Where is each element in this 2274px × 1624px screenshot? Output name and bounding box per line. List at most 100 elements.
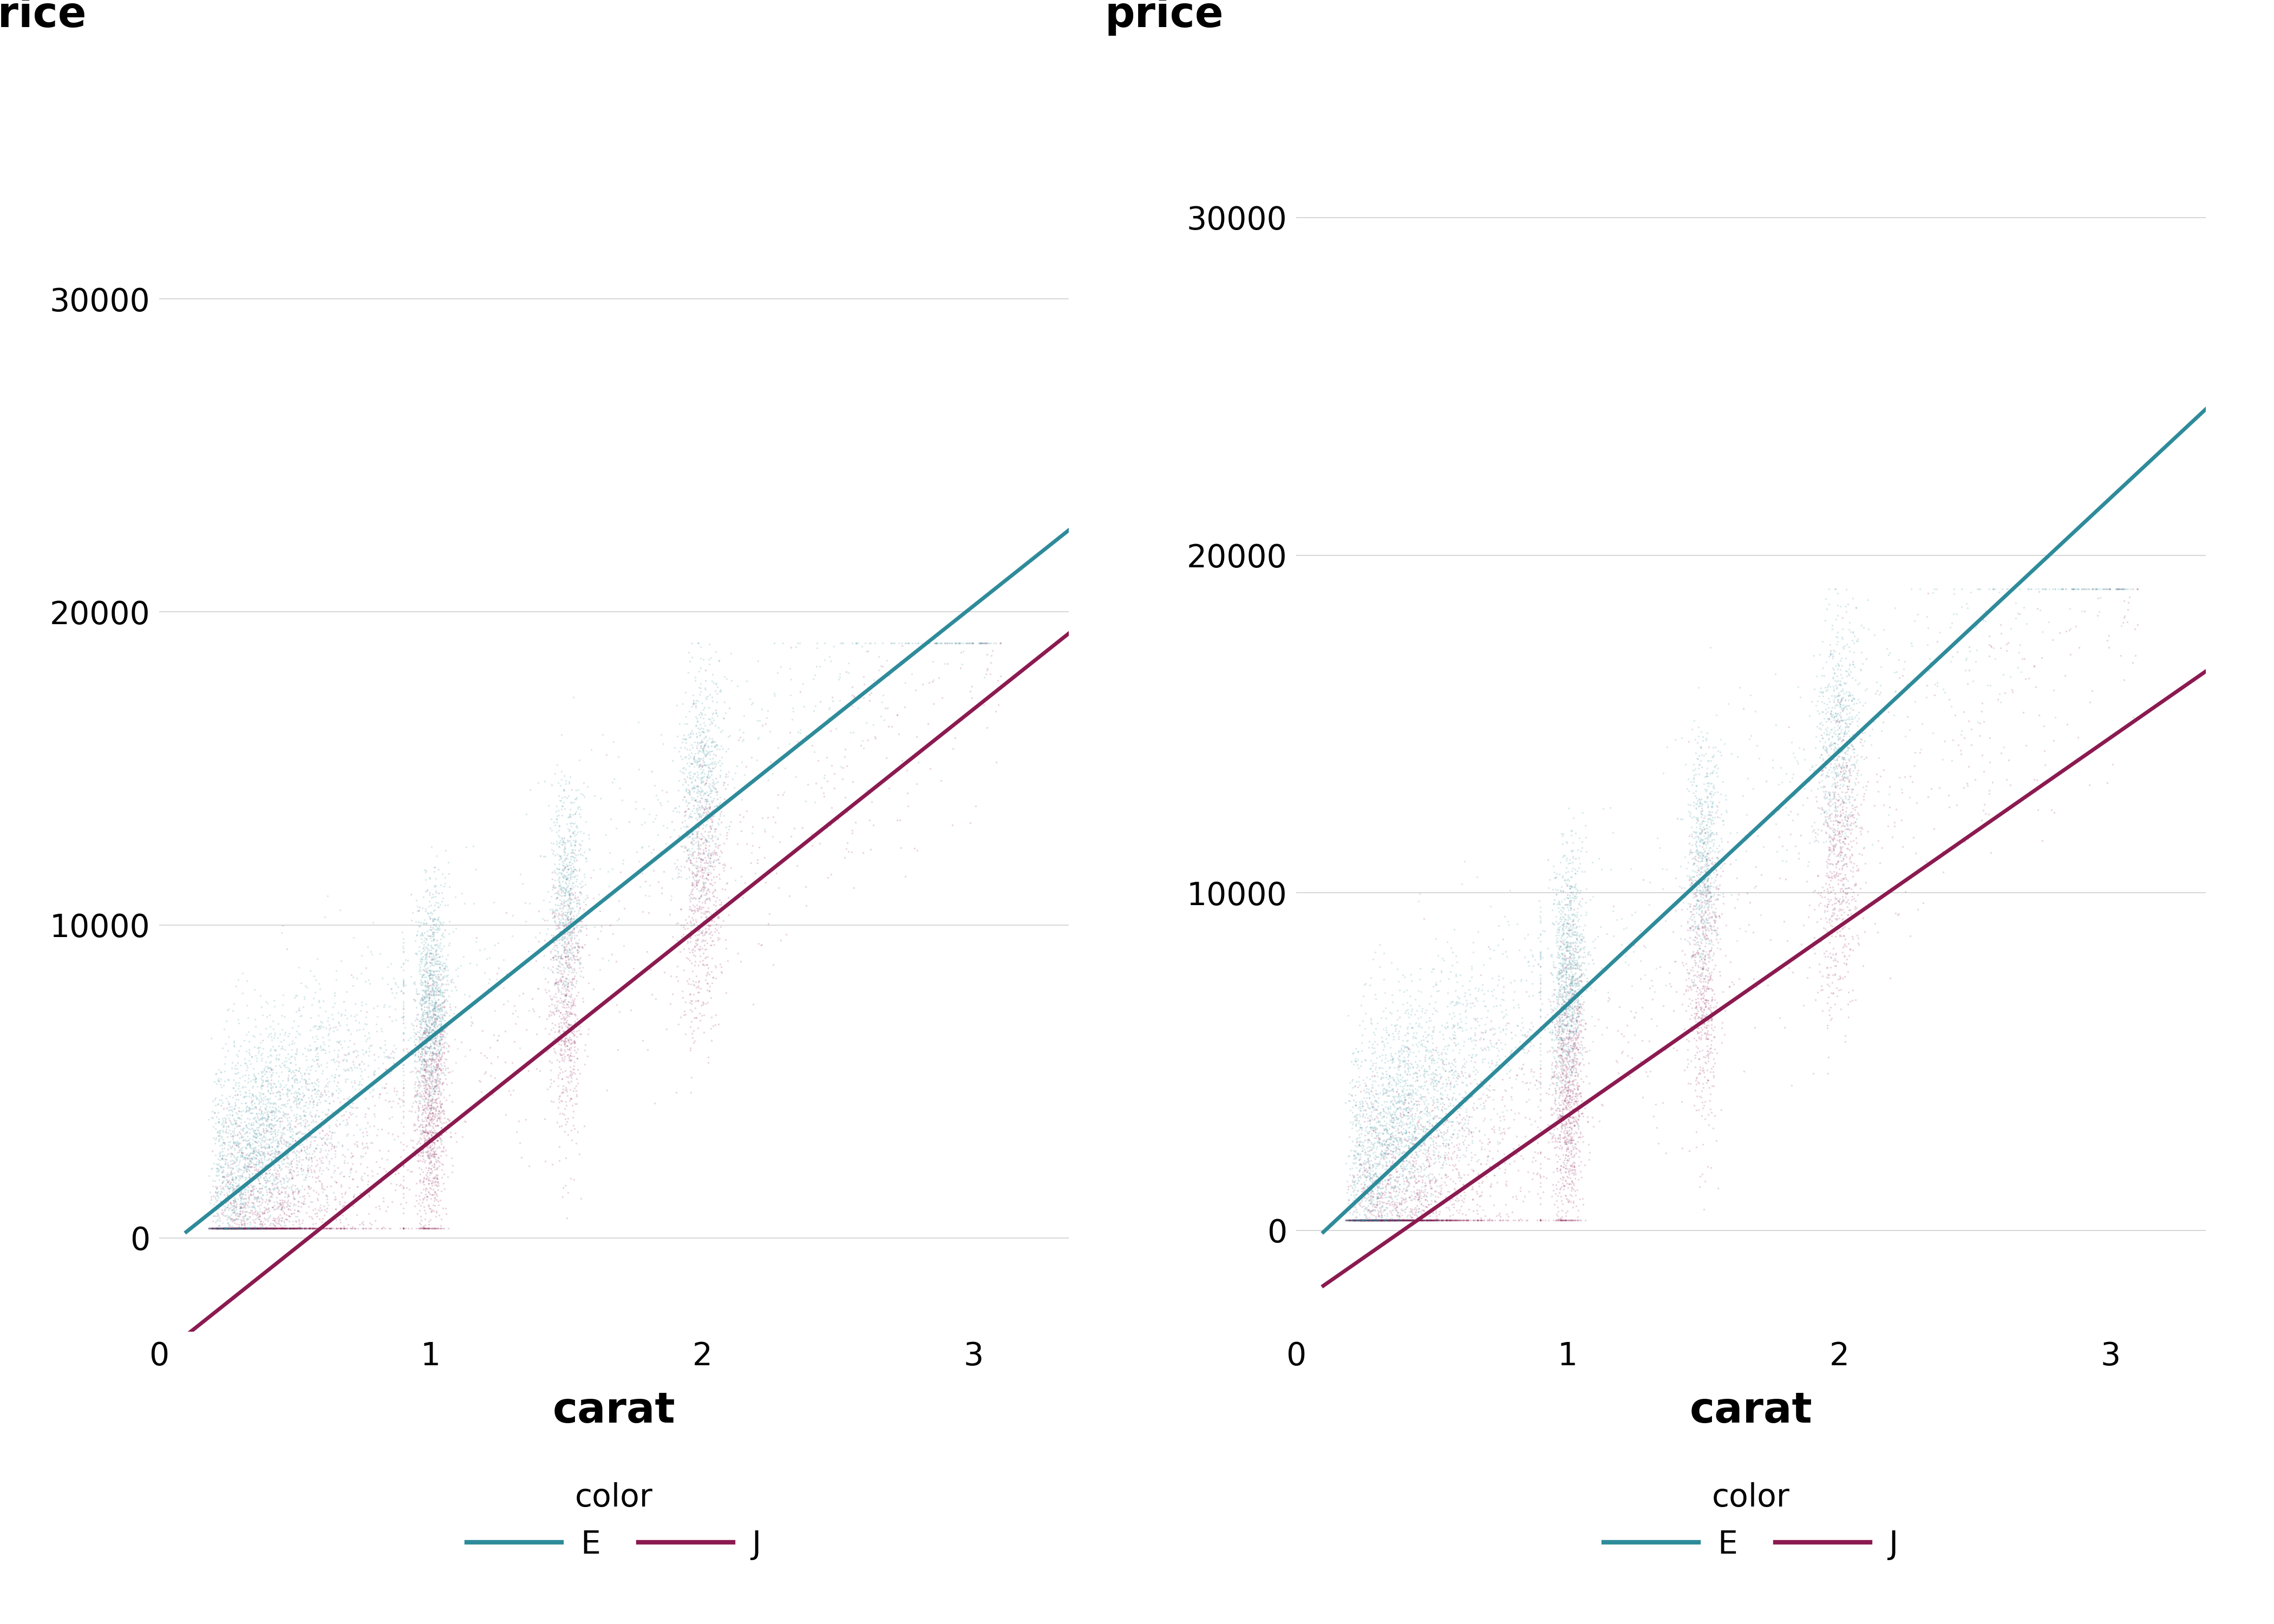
- Point: [687, 827, 723, 853]
- Point: [1337, 1207, 1373, 1233]
- Point: [1553, 1168, 1590, 1194]
- Point: [218, 1215, 255, 1241]
- Point: [1560, 1060, 1596, 1086]
- Point: [257, 1166, 293, 1192]
- Point: [700, 926, 737, 952]
- Point: [1335, 1179, 1371, 1205]
- Point: [557, 872, 594, 898]
- Point: [1549, 929, 1585, 955]
- Point: [418, 1015, 455, 1041]
- Point: [1680, 940, 1717, 966]
- Point: [1446, 1182, 1483, 1208]
- Point: [209, 1215, 246, 1241]
- Point: [211, 1215, 248, 1241]
- Point: [1558, 989, 1594, 1015]
- Point: [1337, 1207, 1373, 1233]
- Point: [1801, 684, 1837, 710]
- Point: [327, 1091, 364, 1117]
- Point: [1346, 1047, 1383, 1073]
- Point: [673, 987, 709, 1013]
- Point: [218, 1132, 255, 1158]
- Point: [1346, 1207, 1383, 1233]
- Point: [673, 1020, 709, 1046]
- Point: [412, 1026, 448, 1052]
- Point: [1687, 1021, 1724, 1047]
- Point: [305, 1197, 341, 1223]
- Point: [1680, 1034, 1717, 1060]
- Point: [334, 924, 371, 950]
- Point: [1555, 1041, 1592, 1067]
- Point: [334, 1215, 371, 1241]
- Point: [416, 1013, 453, 1039]
- Point: [407, 978, 443, 1004]
- Point: [321, 1155, 357, 1181]
- Point: [298, 1215, 334, 1241]
- Point: [280, 1083, 316, 1109]
- Point: [1828, 952, 1865, 978]
- Point: [423, 1015, 459, 1041]
- Point: [948, 630, 985, 656]
- Point: [273, 1108, 309, 1134]
- Point: [205, 1215, 241, 1241]
- Point: [221, 1215, 257, 1241]
- Point: [384, 939, 421, 965]
- Point: [252, 1163, 289, 1189]
- Point: [1696, 830, 1733, 856]
- Point: [2035, 799, 2072, 825]
- Point: [425, 987, 462, 1013]
- Point: [666, 768, 703, 794]
- Point: [302, 1090, 339, 1116]
- Point: [418, 1028, 455, 1054]
- Point: [421, 1030, 457, 1056]
- Point: [239, 1138, 275, 1164]
- Point: [1694, 1007, 1731, 1033]
- Point: [1549, 1142, 1585, 1168]
- Point: [266, 1145, 302, 1171]
- Point: [305, 1215, 341, 1241]
- Point: [211, 1205, 248, 1231]
- Point: [1369, 1111, 1405, 1137]
- Point: [1410, 1164, 1446, 1190]
- Point: [382, 1153, 418, 1179]
- Point: [407, 958, 443, 984]
- Point: [421, 1056, 457, 1082]
- Point: [248, 1124, 284, 1150]
- Point: [1549, 906, 1585, 932]
- Point: [723, 864, 760, 890]
- Point: [1842, 689, 1878, 715]
- Point: [885, 747, 921, 773]
- Point: [1362, 1043, 1399, 1069]
- Point: [205, 1158, 241, 1184]
- Point: [1453, 1127, 1489, 1153]
- Point: [1428, 1108, 1464, 1134]
- Point: [1742, 745, 1778, 771]
- Point: [1364, 1207, 1401, 1233]
- Point: [534, 960, 571, 986]
- Point: [1810, 961, 1846, 987]
- Point: [705, 770, 741, 796]
- Point: [1826, 810, 1862, 836]
- Point: [416, 1192, 453, 1218]
- Point: [223, 1164, 259, 1190]
- Point: [1524, 991, 1560, 1017]
- Point: [539, 818, 575, 844]
- Point: [243, 1176, 280, 1202]
- Point: [1546, 996, 1583, 1021]
- Point: [1546, 1176, 1583, 1202]
- Point: [252, 1168, 289, 1194]
- Point: [246, 1056, 282, 1082]
- Point: [1433, 958, 1469, 984]
- Point: [221, 1075, 257, 1101]
- Point: [1487, 1017, 1524, 1043]
- Point: [250, 1147, 287, 1173]
- Point: [687, 667, 723, 693]
- Point: [1826, 721, 1862, 747]
- Point: [707, 763, 744, 789]
- Point: [255, 1169, 291, 1195]
- Point: [209, 1137, 246, 1163]
- Point: [532, 1073, 568, 1099]
- Point: [259, 1190, 296, 1216]
- Point: [1378, 1207, 1414, 1233]
- Point: [1383, 1108, 1419, 1134]
- Point: [293, 1189, 330, 1215]
